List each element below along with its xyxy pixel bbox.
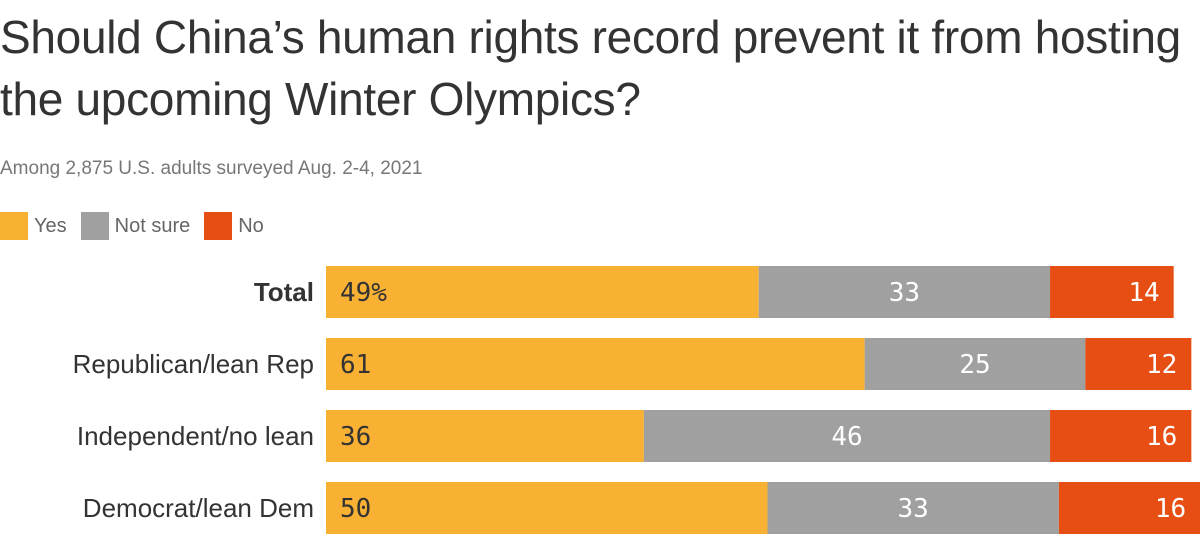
value-label-yes-republican-lean-rep: 61 xyxy=(340,350,371,380)
value-label-not-sure-republican-lean-rep: 25 xyxy=(959,350,990,380)
value-label-yes-independent-no-lean: 36 xyxy=(340,422,371,452)
value-label-yes-total: 49% xyxy=(340,278,387,308)
value-label-not-sure-independent-no-lean: 46 xyxy=(831,422,862,452)
value-label-yes-democrat-lean-dem: 50 xyxy=(340,494,371,524)
bar-yes-democrat-lean-dem xyxy=(326,482,768,534)
value-label-no-republican-lean-rep: 12 xyxy=(1146,350,1177,380)
value-label-no-total: 14 xyxy=(1128,278,1159,308)
category-label-total: Total xyxy=(254,277,314,307)
value-label-not-sure-total: 33 xyxy=(889,278,920,308)
value-label-not-sure-democrat-lean-dem: 33 xyxy=(898,494,929,524)
category-label-democrat-lean-dem: Democrat/lean Dem xyxy=(83,493,314,523)
value-label-no-democrat-lean-dem: 16 xyxy=(1155,494,1186,524)
bar-yes-total xyxy=(326,266,759,318)
category-label-republican-lean-rep: Republican/lean Rep xyxy=(73,349,314,379)
bar-yes-republican-lean-rep xyxy=(326,338,865,390)
value-label-no-independent-no-lean: 16 xyxy=(1146,422,1177,452)
category-label-independent-no-lean: Independent/no lean xyxy=(77,421,314,451)
bar-yes-independent-no-lean xyxy=(326,410,644,462)
